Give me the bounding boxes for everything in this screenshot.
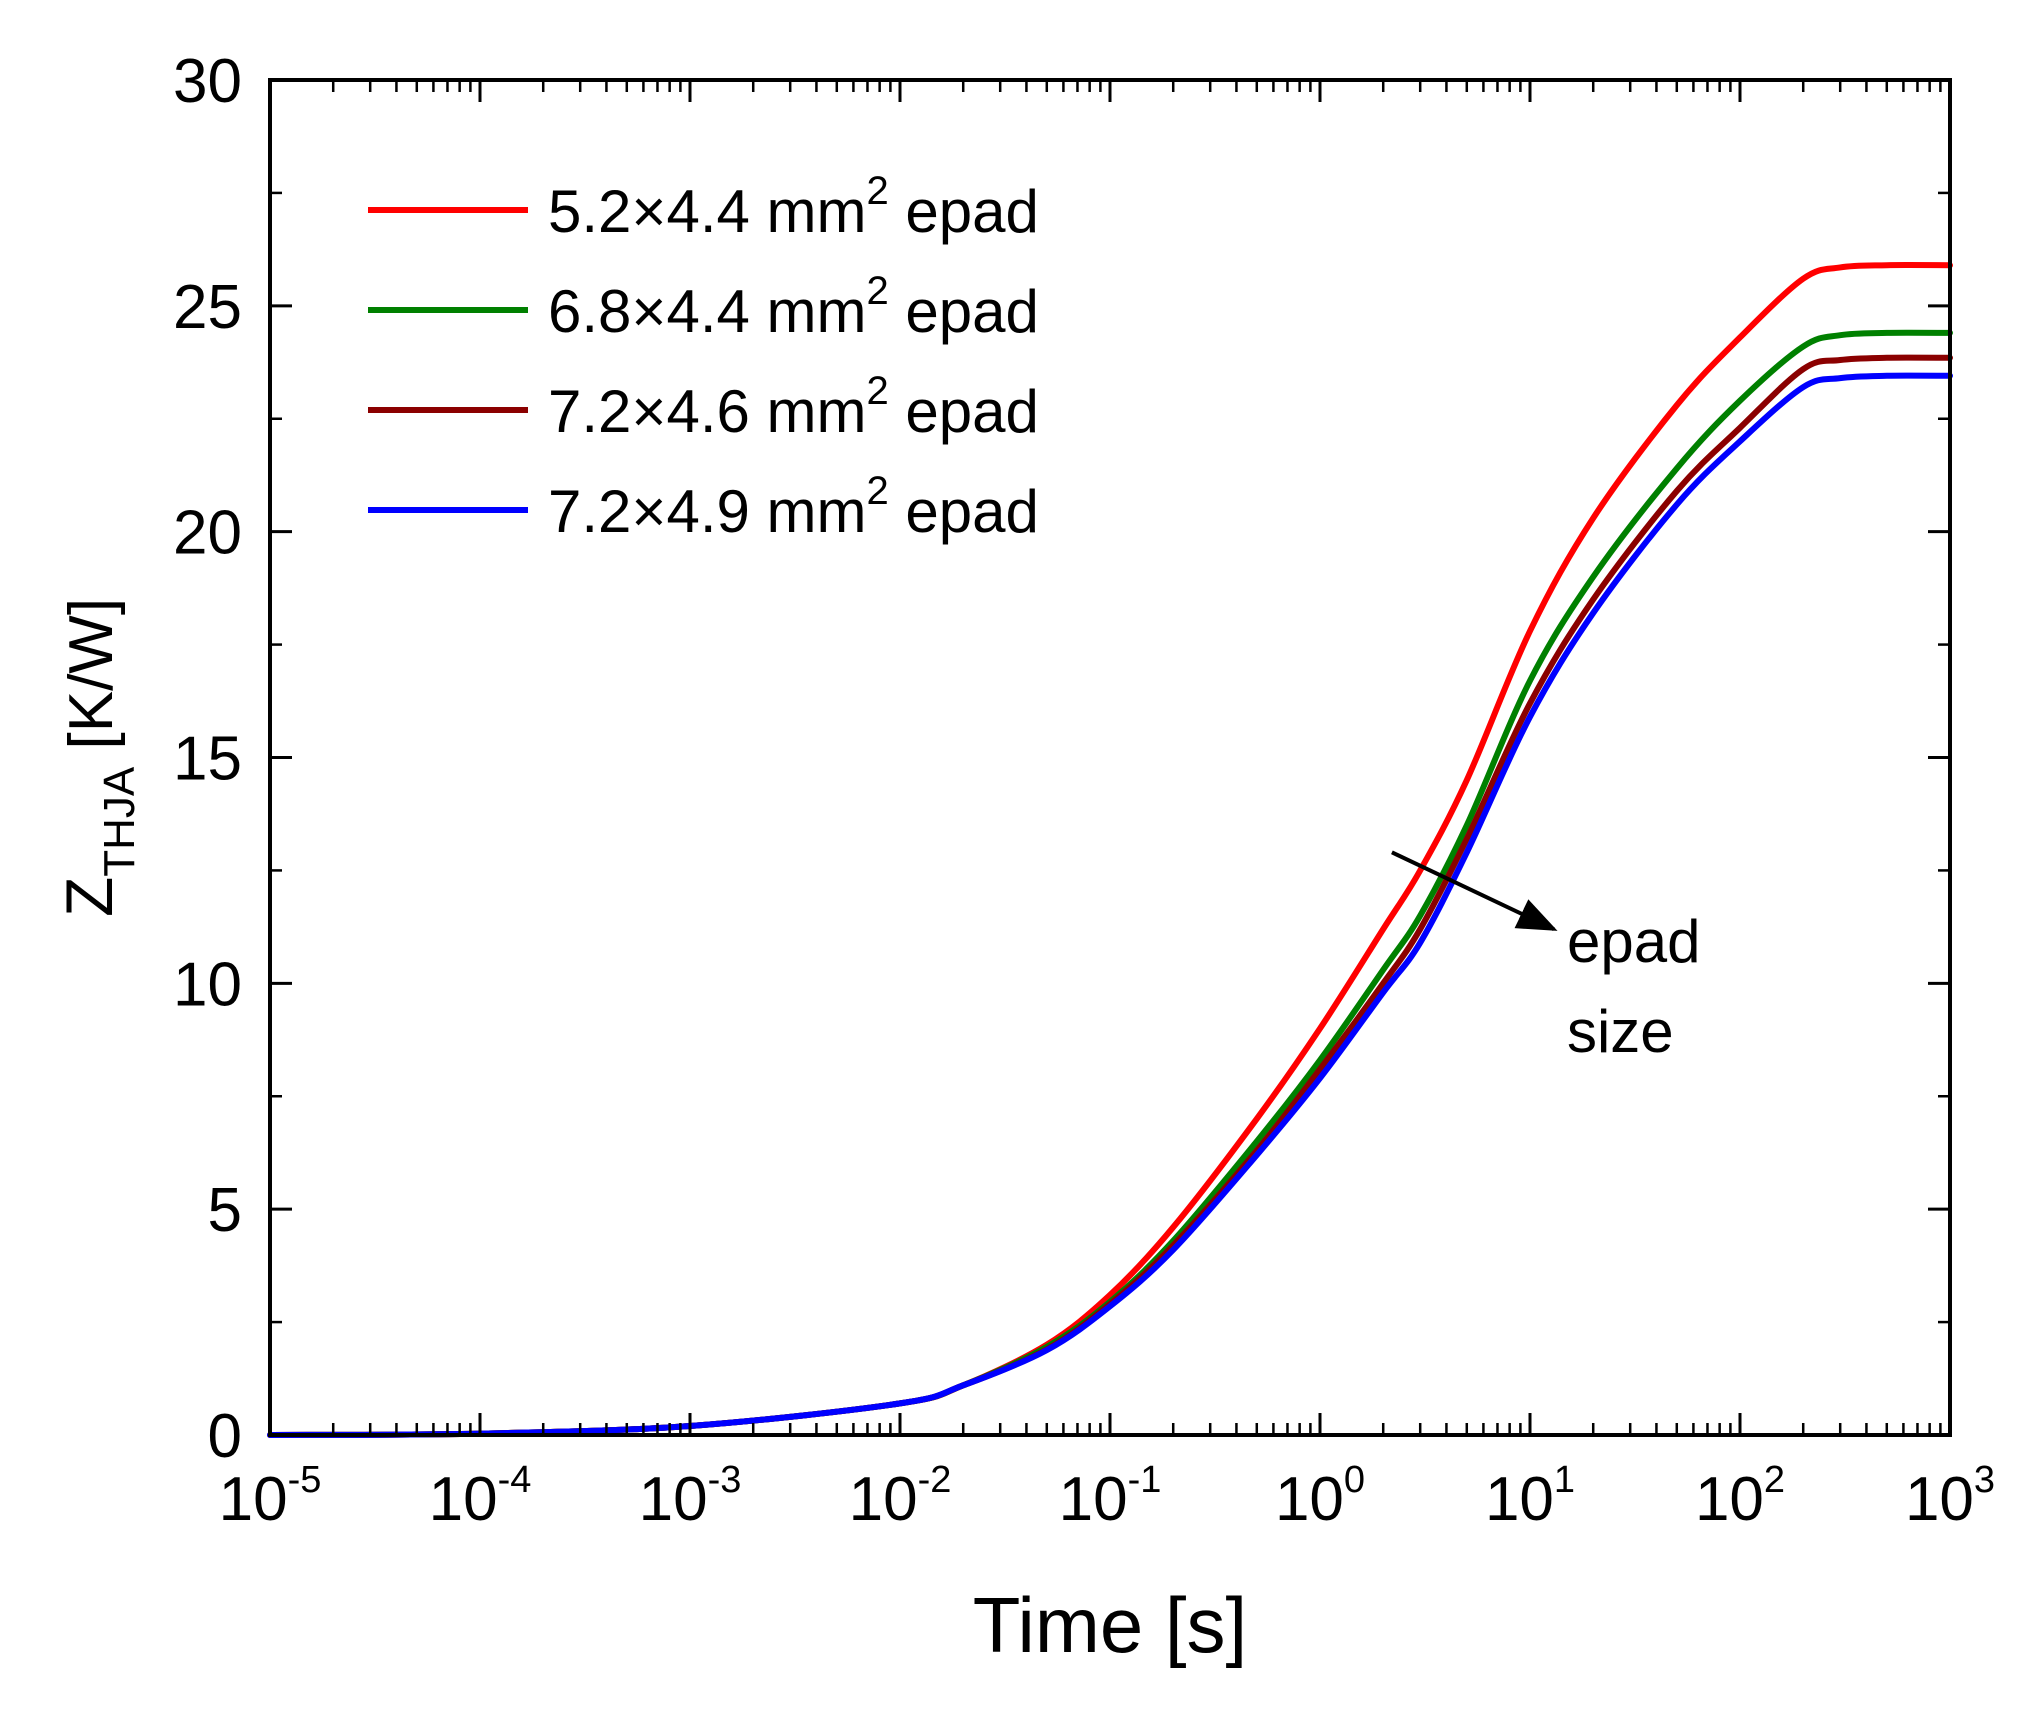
series-line-3: [267, 354, 1953, 1438]
x-tick-exponent: 2: [1764, 1459, 1785, 1501]
x-tick-label: 10-5: [219, 1459, 322, 1534]
x-tick-label: 10-3: [639, 1459, 742, 1534]
series-line-2: [267, 329, 1953, 1438]
legend-label-text: 7.2×4.9 mm: [548, 478, 867, 545]
legend-label-text: epad: [889, 178, 1039, 245]
legend-label-superscript: 2: [867, 269, 889, 313]
x-tick-base: 10: [1059, 1465, 1128, 1534]
x-tick-exponent: -3: [708, 1459, 742, 1501]
y-tick-label: 15: [173, 725, 242, 794]
x-tick-base: 10: [429, 1465, 498, 1534]
x-tick-exponent: 0: [1344, 1459, 1365, 1501]
x-axis-label: Time [s]: [973, 1581, 1247, 1669]
y-tick-label: 5: [208, 1176, 242, 1245]
x-tick-label: 10-2: [849, 1459, 952, 1534]
y-tick-label: 20: [173, 499, 242, 568]
x-tick-base: 10: [1485, 1465, 1554, 1534]
y-axis-label-base: Z: [52, 877, 126, 917]
x-tick-exponent: -4: [498, 1459, 532, 1501]
series-line-4: [267, 372, 1953, 1438]
x-tick-label: 10-4: [429, 1459, 532, 1534]
x-tick-exponent: -1: [1128, 1459, 1162, 1501]
axes-layer: [268, 78, 1952, 1437]
legend-label-text: 5.2×4.4 mm: [548, 178, 867, 245]
legend-label-4: 7.2×4.9 mm2 epad: [548, 469, 1039, 545]
x-tick-base: 10: [1275, 1465, 1344, 1534]
x-tick-base: 10: [639, 1465, 708, 1534]
legend-label-2: 6.8×4.4 mm2 epad: [548, 269, 1039, 345]
annotation-text: size: [1567, 998, 1674, 1065]
y-axis-label-unit: [K/W]: [57, 598, 126, 767]
legend-label-text: 7.2×4.6 mm: [548, 378, 867, 445]
x-tick-label: 10-1: [1059, 1459, 1162, 1534]
legend-label-superscript: 2: [867, 469, 889, 513]
x-tick-base: 10: [219, 1465, 288, 1534]
x-tick-exponent: 1: [1554, 1459, 1575, 1501]
x-tick-label: 100: [1275, 1459, 1365, 1534]
x-tick-exponent: -5: [288, 1459, 322, 1501]
legend-label-superscript: 2: [867, 169, 889, 213]
x-tick-label: 102: [1695, 1459, 1785, 1534]
legend-label-text: epad: [889, 478, 1039, 545]
x-tick-label: 101: [1485, 1459, 1575, 1534]
legend-label-text: epad: [889, 378, 1039, 445]
x-tick-base: 10: [1695, 1465, 1764, 1534]
series-layer: [267, 262, 1953, 1438]
legend-label-3: 7.2×4.6 mm2 epad: [548, 369, 1039, 445]
labels-layer: 10-5 10-4 10-3 10-2 10-1 100 101 102 10305101520…: [52, 47, 1995, 1669]
x-tick-exponent: 3: [1974, 1459, 1995, 1501]
annotation-arrow: [1391, 850, 1558, 931]
legend-label-text: epad: [889, 278, 1039, 345]
y-axis-label: ZTHJA [K/W]: [52, 598, 144, 917]
x-tick-exponent: -2: [918, 1459, 952, 1501]
y-tick-label: 30: [173, 47, 242, 116]
y-tick-label: 0: [208, 1402, 242, 1471]
annotation-layer: epad size: [1391, 850, 1700, 1065]
y-tick-label: 25: [173, 273, 242, 342]
annotation-text: epad: [1567, 908, 1700, 975]
x-tick-base: 10: [849, 1465, 918, 1534]
y-tick-label: 10: [173, 950, 242, 1019]
legend-label-text: 6.8×4.4 mm: [548, 278, 867, 345]
legend-label-1: 5.2×4.4 mm2 epad: [548, 169, 1039, 245]
plot-frame: [268, 78, 1952, 1437]
legend-label-superscript: 2: [867, 369, 889, 413]
x-tick-base: 10: [1905, 1465, 1974, 1534]
x-tick-label: 103: [1905, 1459, 1995, 1534]
y-axis-label-subscript: THJA: [95, 766, 144, 877]
